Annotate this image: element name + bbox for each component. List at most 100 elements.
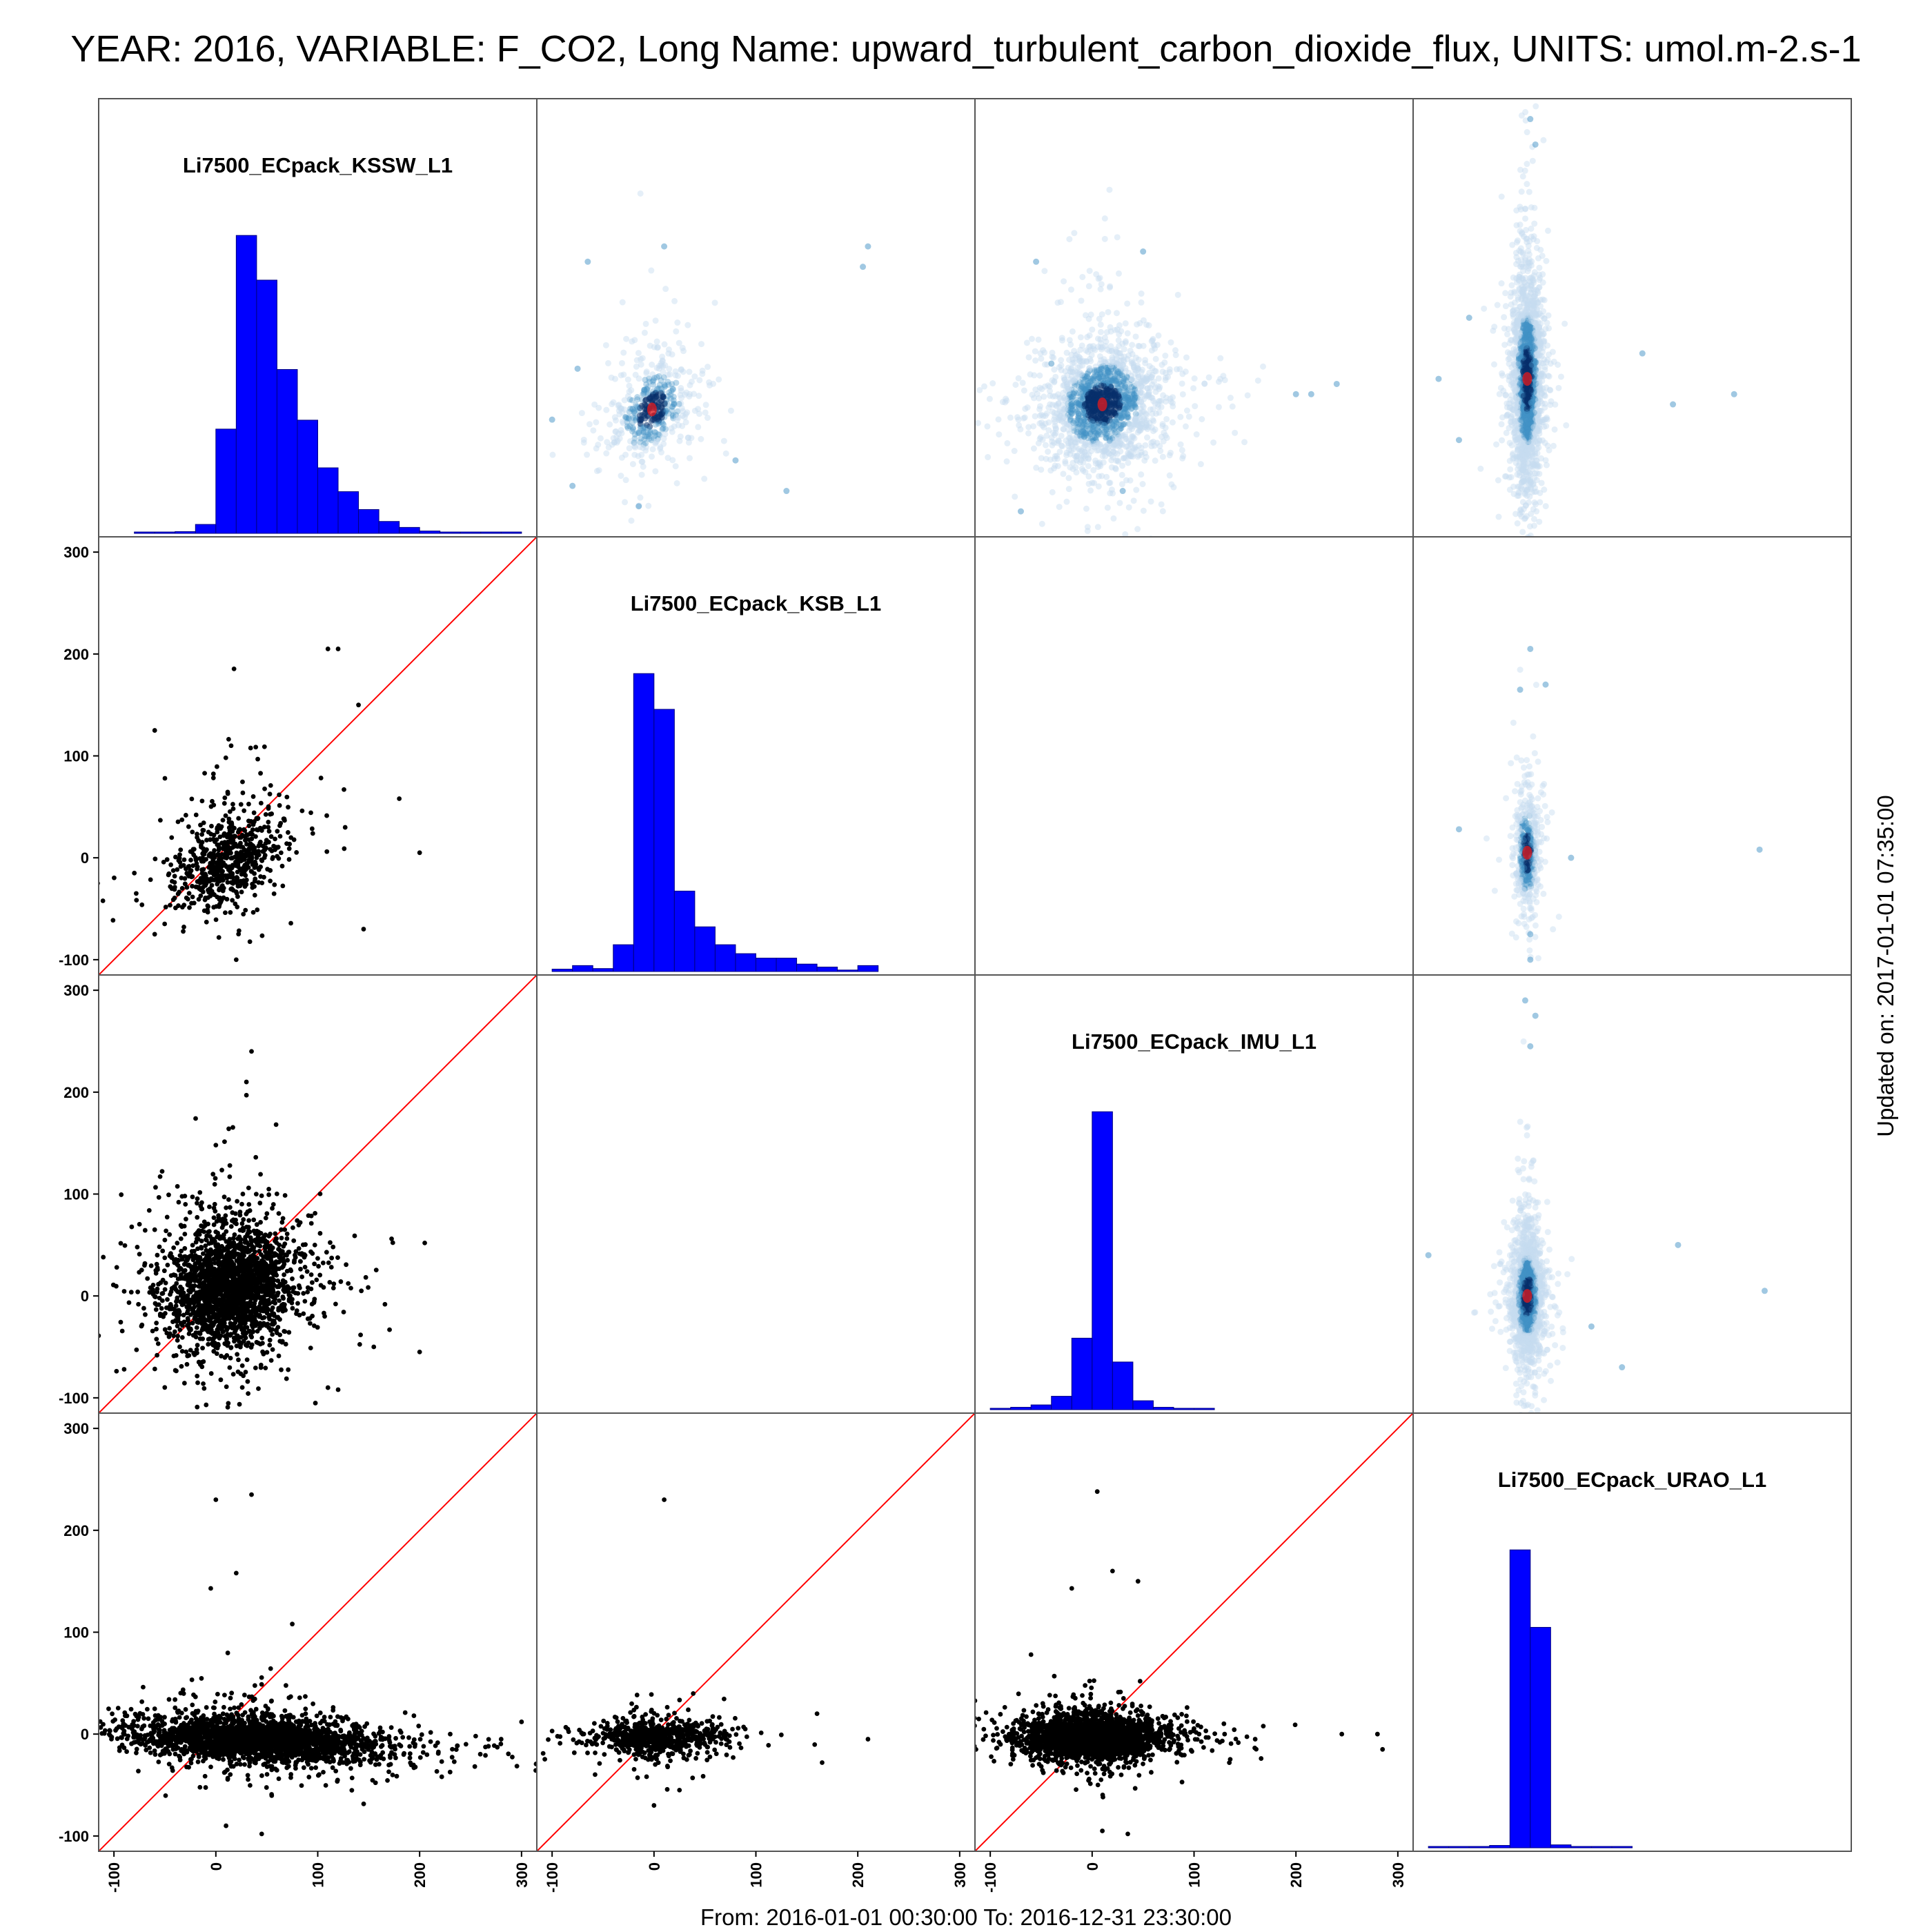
- data-point: [236, 816, 241, 821]
- data-point: [236, 827, 241, 833]
- data-point: [373, 1762, 378, 1767]
- data-point: [291, 1238, 297, 1243]
- data-point: [88, 1268, 92, 1273]
- data-point: [217, 1249, 221, 1254]
- data-point: [259, 1715, 264, 1720]
- data-point: [214, 1279, 219, 1283]
- data-point: [268, 1358, 274, 1363]
- data-point: [172, 1751, 178, 1757]
- data-point: [275, 1278, 281, 1283]
- data-point: [294, 1308, 299, 1313]
- data-point: [266, 829, 272, 834]
- data-point: [186, 1305, 191, 1310]
- data-point: [229, 824, 235, 829]
- data-point: [506, 1751, 511, 1757]
- panel-title: Li7500_ECpack_URAO_L1: [1498, 1468, 1766, 1492]
- data-point: [228, 1282, 233, 1288]
- data-point: [261, 1301, 266, 1305]
- data-point: [222, 855, 228, 860]
- data-point: [305, 1285, 310, 1290]
- data-point: [248, 841, 253, 847]
- data-point: [275, 1314, 281, 1320]
- data-point: [179, 1711, 184, 1716]
- data-point: [190, 1753, 196, 1759]
- data-point: [175, 1338, 180, 1343]
- data-point: [255, 816, 260, 821]
- data-point: [162, 1237, 168, 1243]
- data-point: [224, 1205, 229, 1210]
- data-point: [119, 1735, 124, 1740]
- data-point: [90, 1717, 95, 1722]
- data-point: [210, 860, 215, 866]
- data-point: [197, 1190, 203, 1195]
- data-point: [236, 1705, 241, 1711]
- data-point: [386, 1769, 391, 1775]
- data-point: [223, 1769, 228, 1775]
- data-point: [193, 1334, 199, 1340]
- data-point: [313, 1401, 318, 1406]
- data-point: [449, 1755, 455, 1760]
- data-point: [178, 1293, 184, 1298]
- data-point: [201, 1219, 207, 1225]
- data-point: [187, 905, 192, 910]
- data-point: [286, 805, 290, 810]
- data-point: [246, 1218, 252, 1223]
- data-point: [214, 1351, 219, 1357]
- data-point: [234, 1711, 239, 1715]
- data-point: [235, 1311, 241, 1317]
- data-point: [181, 1301, 186, 1307]
- data-point: [224, 1239, 229, 1244]
- data-point: [52, 1715, 57, 1720]
- data-point: [241, 1373, 246, 1379]
- data-point: [281, 1288, 286, 1292]
- data-point: [188, 858, 193, 862]
- data-point: [176, 858, 181, 863]
- data-point: [167, 1232, 172, 1237]
- data-point: [253, 745, 259, 750]
- data-point: [428, 1739, 433, 1744]
- data-point: [266, 1192, 272, 1197]
- data-point: [498, 1742, 504, 1746]
- data-point: [315, 1325, 320, 1330]
- data-point: [126, 1300, 132, 1305]
- data-point: [202, 771, 207, 776]
- data-point: [259, 1284, 265, 1290]
- data-point: [269, 1321, 275, 1327]
- data-point: [128, 1290, 134, 1295]
- data-point: [308, 810, 313, 816]
- data-point: [199, 871, 205, 876]
- data-point: [210, 836, 216, 842]
- data-point: [147, 1745, 152, 1751]
- data-point: [213, 1209, 218, 1214]
- data-point: [282, 1193, 288, 1198]
- data-point: [170, 868, 176, 874]
- data-point: [173, 1352, 179, 1358]
- data-point: [262, 1279, 266, 1283]
- data-point: [203, 1290, 208, 1295]
- data-point: [266, 1325, 272, 1330]
- data-point: [308, 1272, 314, 1277]
- data-point: [114, 1265, 119, 1270]
- data-point: [323, 1783, 328, 1788]
- data-point: [215, 876, 221, 881]
- data-point: [259, 1423, 264, 1428]
- data-point: [221, 1232, 226, 1237]
- data-point: [244, 1092, 249, 1098]
- data-point: [268, 834, 274, 839]
- data-point: [189, 1249, 195, 1254]
- data-point: [221, 1297, 227, 1303]
- data-point: [235, 1352, 240, 1357]
- data-point: [230, 1295, 235, 1301]
- data-point: [239, 1444, 244, 1449]
- data-point: [258, 874, 264, 879]
- histogram-bar: [276, 369, 298, 534]
- data-point: [92, 1726, 97, 1731]
- data-point: [223, 1263, 228, 1268]
- data-point: [218, 1236, 224, 1241]
- data-point: [286, 857, 292, 862]
- data-point: [185, 1257, 190, 1263]
- data-point: [262, 1261, 268, 1266]
- data-point: [303, 1725, 308, 1730]
- histogram-panel: [1428, 1549, 1633, 1849]
- data-point: [348, 1285, 353, 1291]
